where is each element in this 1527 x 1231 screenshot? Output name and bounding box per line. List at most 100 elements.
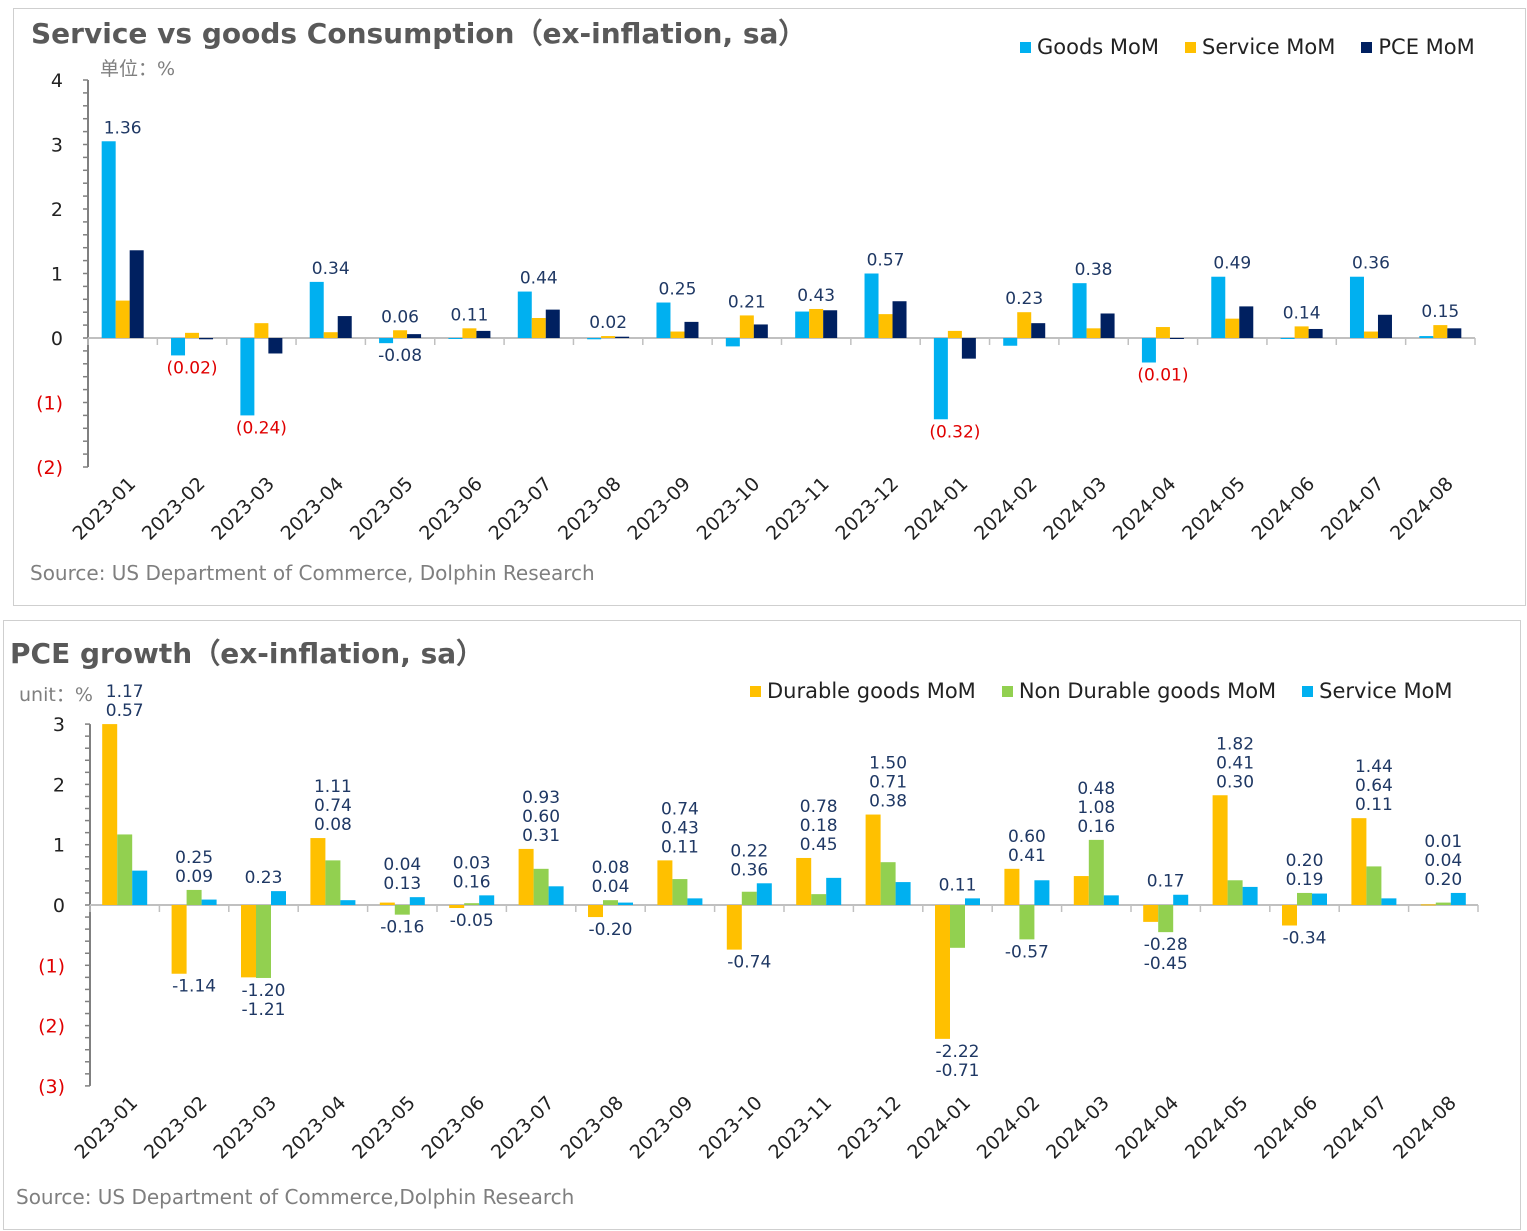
bar-nondurable — [1227, 880, 1243, 905]
y-tick-label: (1) — [36, 393, 63, 415]
bar-nondurable — [741, 891, 757, 905]
data-label-durable: -1.14 — [172, 977, 216, 997]
data-label-service: 0.17 — [1147, 872, 1185, 892]
bar-nondurable — [117, 834, 133, 905]
data-label-service: 0.16 — [1077, 817, 1115, 837]
x-tick-label: 2024-03 — [1039, 473, 1111, 545]
bar-service — [895, 882, 911, 905]
bar-durable — [796, 857, 812, 905]
bar-goods — [725, 338, 740, 347]
data-label-nondurable: 0.25 — [175, 848, 213, 868]
data-label-durable: 0.48 — [1077, 779, 1115, 799]
y-tick-label: (2) — [36, 457, 63, 479]
bar-goods — [656, 302, 671, 338]
bar-goods — [795, 311, 810, 338]
x-tick-label: 2024-02 — [970, 473, 1042, 545]
y-tick-label: 3 — [51, 135, 63, 157]
data-label-service: 0.30 — [1216, 772, 1254, 792]
legend-item-service: Service MoM — [1185, 35, 1335, 59]
bar-service — [1034, 880, 1050, 905]
bar-goods — [1211, 276, 1226, 338]
data-label-pce: 0.25 — [659, 280, 697, 300]
x-tick-label: 2024-05 — [1178, 473, 1250, 545]
bar-nondurable — [1019, 905, 1035, 940]
x-tick-label: 2024-02 — [973, 1092, 1045, 1164]
data-label-service: 0.31 — [522, 826, 560, 846]
bar-durable — [241, 905, 256, 978]
x-tick-label: 2024-07 — [1320, 1092, 1392, 1164]
bar-service — [271, 891, 286, 905]
bar-durable — [171, 905, 187, 974]
x-tick-label: 2023-03 — [207, 473, 279, 545]
data-label-pce: 0.36 — [1352, 254, 1390, 274]
data-label-nondurable: 0.74 — [314, 796, 352, 816]
bar-goods — [1003, 338, 1018, 346]
data-label-nondurable: -0.57 — [1005, 942, 1049, 962]
bar-service — [1363, 331, 1378, 338]
bar-service — [1017, 312, 1032, 338]
y-tick-label: 2 — [53, 774, 65, 796]
y-tick-label: (3) — [38, 1076, 65, 1098]
x-tick-label: 2023-02 — [138, 473, 210, 545]
bar-nondurable — [603, 900, 618, 905]
legend-swatch — [1185, 41, 1197, 53]
bar-goods — [1419, 336, 1434, 338]
bar-service — [1433, 325, 1448, 338]
bar-pce — [337, 316, 352, 338]
bar-goods — [1280, 338, 1295, 339]
bar-service — [254, 323, 269, 338]
bar-durable — [1351, 818, 1367, 905]
bar-goods — [517, 291, 532, 338]
bar-service — [601, 336, 616, 338]
bar-service — [947, 330, 962, 338]
data-label-durable: -0.74 — [727, 953, 771, 973]
data-label-nondurable: 0.08 — [592, 858, 630, 878]
y-tick-label: (2) — [38, 1016, 65, 1038]
bar-goods — [933, 338, 948, 420]
bar-pce — [753, 324, 768, 338]
x-tick-label: 2023-04 — [279, 1092, 351, 1164]
bar-durable — [102, 724, 118, 905]
data-label-nondurable: 0.71 — [869, 773, 907, 793]
legend-2: Durable goods MoM Non Durable goods MoM … — [750, 679, 1453, 703]
data-label-pce: 0.57 — [867, 251, 905, 271]
data-label-pce: 0.38 — [1075, 260, 1113, 280]
bar-durable — [726, 905, 742, 950]
x-tick-label: 2023-07 — [485, 473, 557, 545]
x-tick-label: 2024-04 — [1109, 473, 1181, 545]
data-label-service: 0.11 — [661, 837, 699, 857]
bar-nondurable — [672, 879, 688, 905]
data-label-durable: -1.20 — [242, 981, 286, 1001]
bar-goods — [240, 338, 255, 416]
bar-nondurable — [950, 905, 965, 948]
bar-pce — [476, 330, 491, 338]
data-label-nondurable: 0.18 — [800, 816, 838, 836]
bar-pce — [129, 250, 144, 338]
y-tick-label: 2 — [51, 199, 63, 221]
bar-service — [1173, 894, 1189, 905]
y-tick-label: 4 — [51, 70, 63, 92]
y-tick-label: 3 — [53, 714, 65, 736]
data-label-durable: 0.93 — [522, 788, 560, 808]
bar-pce — [1031, 323, 1046, 338]
legend-item-durable: Durable goods MoM — [750, 679, 976, 703]
bar-pce — [407, 334, 422, 338]
x-tick-label: 2023-10 — [693, 473, 765, 545]
bar-service — [1086, 328, 1101, 338]
legend-label: Service MoM — [1202, 35, 1336, 59]
data-label-service: 0.13 — [383, 874, 421, 894]
x-tick-label: 2023-06 — [415, 473, 487, 545]
data-label-pce: 1.36 — [104, 118, 142, 138]
bar-nondurable — [533, 868, 549, 905]
legend-label: Non Durable goods MoM — [1018, 679, 1277, 703]
bar-service — [965, 898, 980, 905]
bar-nondurable — [1088, 839, 1104, 905]
data-label-pce: (0.02) — [166, 358, 217, 378]
unit-label-2: unit：% — [19, 684, 93, 706]
bar-service — [1103, 895, 1119, 905]
data-label-service: 0.57 — [106, 701, 144, 721]
data-label-pce: 0.43 — [797, 286, 835, 306]
data-label-pce: 0.14 — [1283, 303, 1321, 323]
x-tick-label: 2024-08 — [1386, 473, 1458, 545]
bar-pce — [268, 338, 283, 354]
